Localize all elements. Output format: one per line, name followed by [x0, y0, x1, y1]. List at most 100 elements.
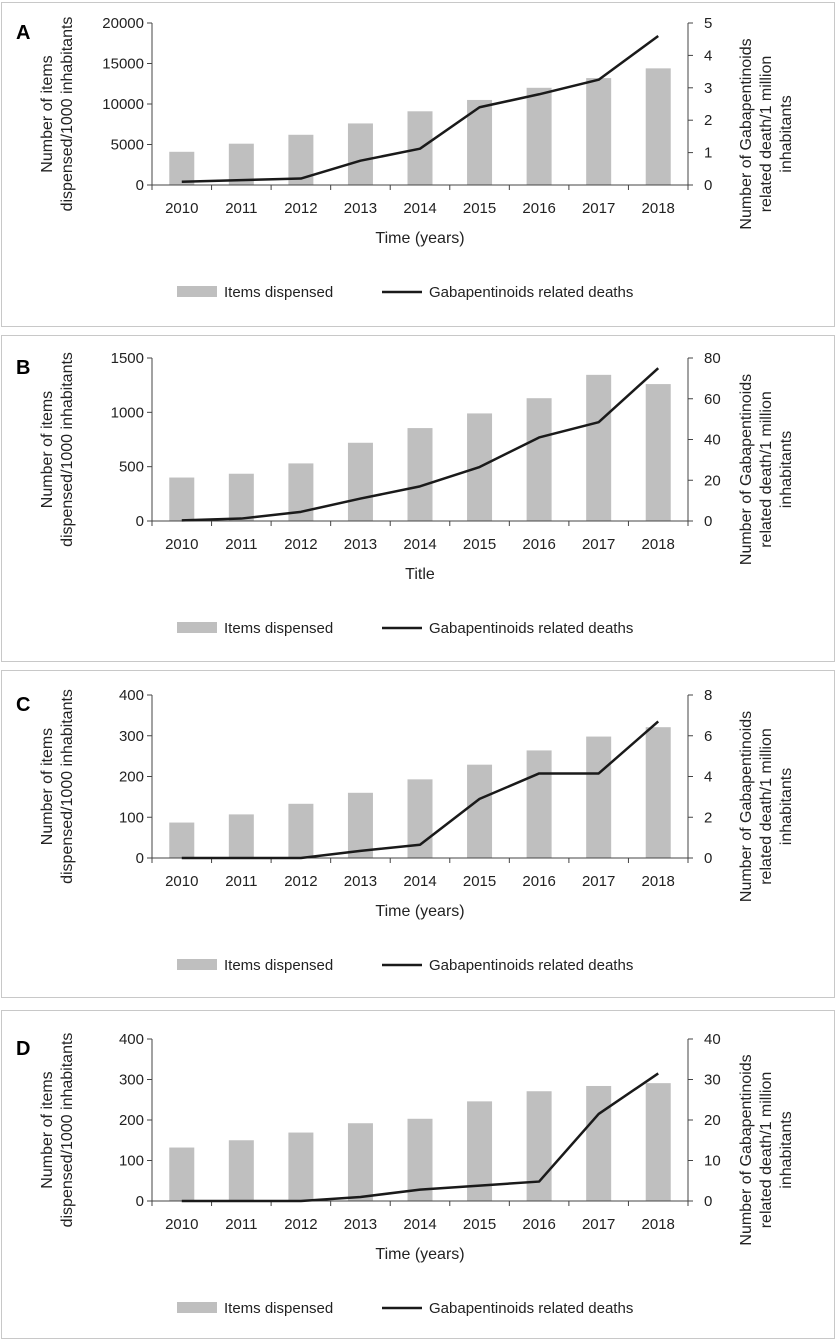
bar-items-dispensed — [347, 442, 373, 521]
left-tick-label: 200 — [119, 769, 144, 786]
left-tick-label: 5000 — [111, 137, 144, 154]
bar-items-dispensed — [645, 727, 671, 858]
right-tick-label: 20 — [704, 472, 721, 489]
x-tick-label: 2018 — [642, 1216, 675, 1233]
bar-items-dispensed — [586, 78, 612, 185]
bar-items-dispensed — [347, 1123, 373, 1201]
right-axis-title: Number of Gabapentinoids related death/1 … — [738, 1054, 795, 1245]
right-tick-label: 1 — [704, 145, 712, 162]
bar-items-dispensed — [645, 1083, 671, 1201]
x-tick-label: 2014 — [403, 1216, 436, 1233]
bar-items-dispensed — [645, 384, 671, 521]
bar-items-dispensed — [645, 68, 671, 185]
left-tick-label: 300 — [119, 728, 144, 745]
right-axis-title-line: Number of Gabapentinoids — [738, 38, 755, 229]
chart-c-svg: C 0 100 200 300 400 0 2 4 6 8 2010 2011 2012 2013 2014 2… — [16, 687, 795, 974]
bar-items-dispensed — [586, 374, 612, 521]
bar-items-dispensed — [526, 750, 552, 858]
left-tick-label: 200 — [119, 1112, 144, 1129]
x-tick-label: 2014 — [403, 200, 436, 217]
chart-b-svg: B 0 500 1000 1500 0 20 40 60 80 2010 2011 2012 2013 20… — [16, 350, 795, 637]
x-tick-label: 2015 — [463, 536, 496, 553]
right-axis-title-line: Number of Gabapentinoids — [738, 374, 755, 565]
x-axis-title: Time (years) — [375, 1246, 464, 1263]
bar-items-dispensed — [586, 736, 612, 858]
panel-letter: D — [16, 1038, 30, 1060]
left-axis-title: Number of items dispensed/1000 inhabitant… — [39, 17, 76, 212]
x-tick-label: 2015 — [463, 873, 496, 890]
chart-panel-c: C 0 100 200 300 400 0 2 4 6 8 2010 2011 2012 2013 2014 2… — [1, 670, 835, 998]
right-axis-title-line: related death/1 million — [758, 728, 775, 885]
x-tick-label: 2015 — [463, 200, 496, 217]
left-axis-title-line: Number of items — [39, 1071, 56, 1188]
left-tick-label: 400 — [119, 687, 144, 704]
right-tick-label: 4 — [704, 47, 712, 64]
x-tick-label: 2010 — [165, 1216, 198, 1233]
panel-letter: C — [16, 694, 30, 716]
left-tick-label: 0 — [136, 850, 144, 867]
x-tick-label: 2012 — [284, 536, 317, 553]
legend-bar-swatch — [177, 622, 217, 633]
x-tick-label: 2011 — [225, 873, 257, 890]
chart-panel-d: D 0 100 200 300 400 0 10 20 30 40 2010 2011 2012 2013 2… — [1, 1010, 835, 1339]
line-gabapentinoids-deaths — [181, 34, 659, 184]
right-axis-title: Number of Gabapentinoids related death/1 … — [738, 711, 795, 902]
right-tick-label: 2 — [704, 112, 712, 129]
left-tick-label: 0 — [136, 1193, 144, 1210]
left-tick-label: 100 — [119, 809, 144, 826]
right-axis-title-line: related death/1 million — [758, 391, 775, 548]
right-tick-label: 6 — [704, 728, 712, 745]
right-axis-title: Number of Gabapentinoids related death/1 … — [738, 38, 795, 229]
left-axis-title: Number of items dispensed/1000 inhabitant… — [39, 689, 76, 884]
bar-items-dispensed — [169, 1147, 195, 1201]
right-tick-label: 0 — [704, 177, 712, 194]
left-tick-label: 1500 — [111, 350, 144, 367]
bar-items-dispensed — [526, 1091, 552, 1201]
x-tick-label: 2016 — [522, 200, 555, 217]
bar-items-dispensed — [228, 143, 254, 185]
x-tick-label: 2013 — [344, 1216, 377, 1233]
legend-bar-swatch — [177, 959, 217, 970]
right-tick-label: 0 — [704, 513, 712, 530]
right-axis-title-line: Number of Gabapentinoids — [738, 1054, 755, 1245]
bar-items-dispensed — [228, 473, 254, 521]
chart-panel-a: A 0 5000 10000 15000 20000 0 1 2 3 4 5 2010 2011 2012 2… — [1, 2, 835, 327]
x-tick-label: 2012 — [284, 200, 317, 217]
right-axis-title-line: inhabitants — [778, 95, 795, 172]
x-axis-title: Time (years) — [375, 903, 464, 920]
bar-items-dispensed — [467, 764, 493, 858]
chart-panel-b: B 0 500 1000 1500 0 20 40 60 80 2010 2011 2012 2013 20… — [1, 335, 835, 662]
right-axis-title-line: related death/1 million — [758, 56, 775, 213]
panel-letter: B — [16, 357, 30, 379]
bar-items-dispensed — [586, 1085, 612, 1201]
left-axis-title-line: Number of items — [39, 728, 56, 845]
right-axis-title-line: inhabitants — [778, 768, 795, 845]
chart-a-svg: A 0 5000 10000 15000 20000 0 1 2 3 4 5 2010 2011 2012 2… — [16, 15, 795, 301]
left-tick-label: 300 — [119, 1072, 144, 1089]
right-tick-label: 30 — [704, 1072, 721, 1089]
right-tick-label: 8 — [704, 687, 712, 704]
x-tick-label: 2011 — [225, 200, 257, 217]
bar-items-dispensed — [169, 151, 195, 185]
right-tick-label: 20 — [704, 1112, 721, 1129]
right-axis-title-line: inhabitants — [778, 1111, 795, 1188]
left-tick-label: 0 — [136, 177, 144, 194]
right-tick-label: 5 — [704, 15, 712, 32]
x-tick-label: 2015 — [463, 1216, 496, 1233]
x-tick-label: 2010 — [165, 873, 198, 890]
left-tick-label: 100 — [119, 1153, 144, 1170]
x-tick-label: 2018 — [642, 200, 675, 217]
x-tick-label: 2017 — [582, 873, 615, 890]
right-tick-label: 60 — [704, 391, 721, 408]
bar-items-dispensed — [347, 123, 373, 185]
right-tick-label: 10 — [704, 1153, 721, 1170]
left-tick-label: 0 — [136, 513, 144, 530]
bar-items-dispensed — [407, 428, 433, 521]
right-tick-label: 0 — [704, 1193, 712, 1210]
x-tick-label: 2010 — [165, 536, 198, 553]
x-tick-label: 2011 — [225, 536, 257, 553]
bar-items-dispensed — [526, 398, 552, 521]
legend-bar-swatch — [177, 286, 217, 297]
left-axis-title-line: Number of items — [39, 391, 56, 508]
x-tick-label: 2012 — [284, 1216, 317, 1233]
